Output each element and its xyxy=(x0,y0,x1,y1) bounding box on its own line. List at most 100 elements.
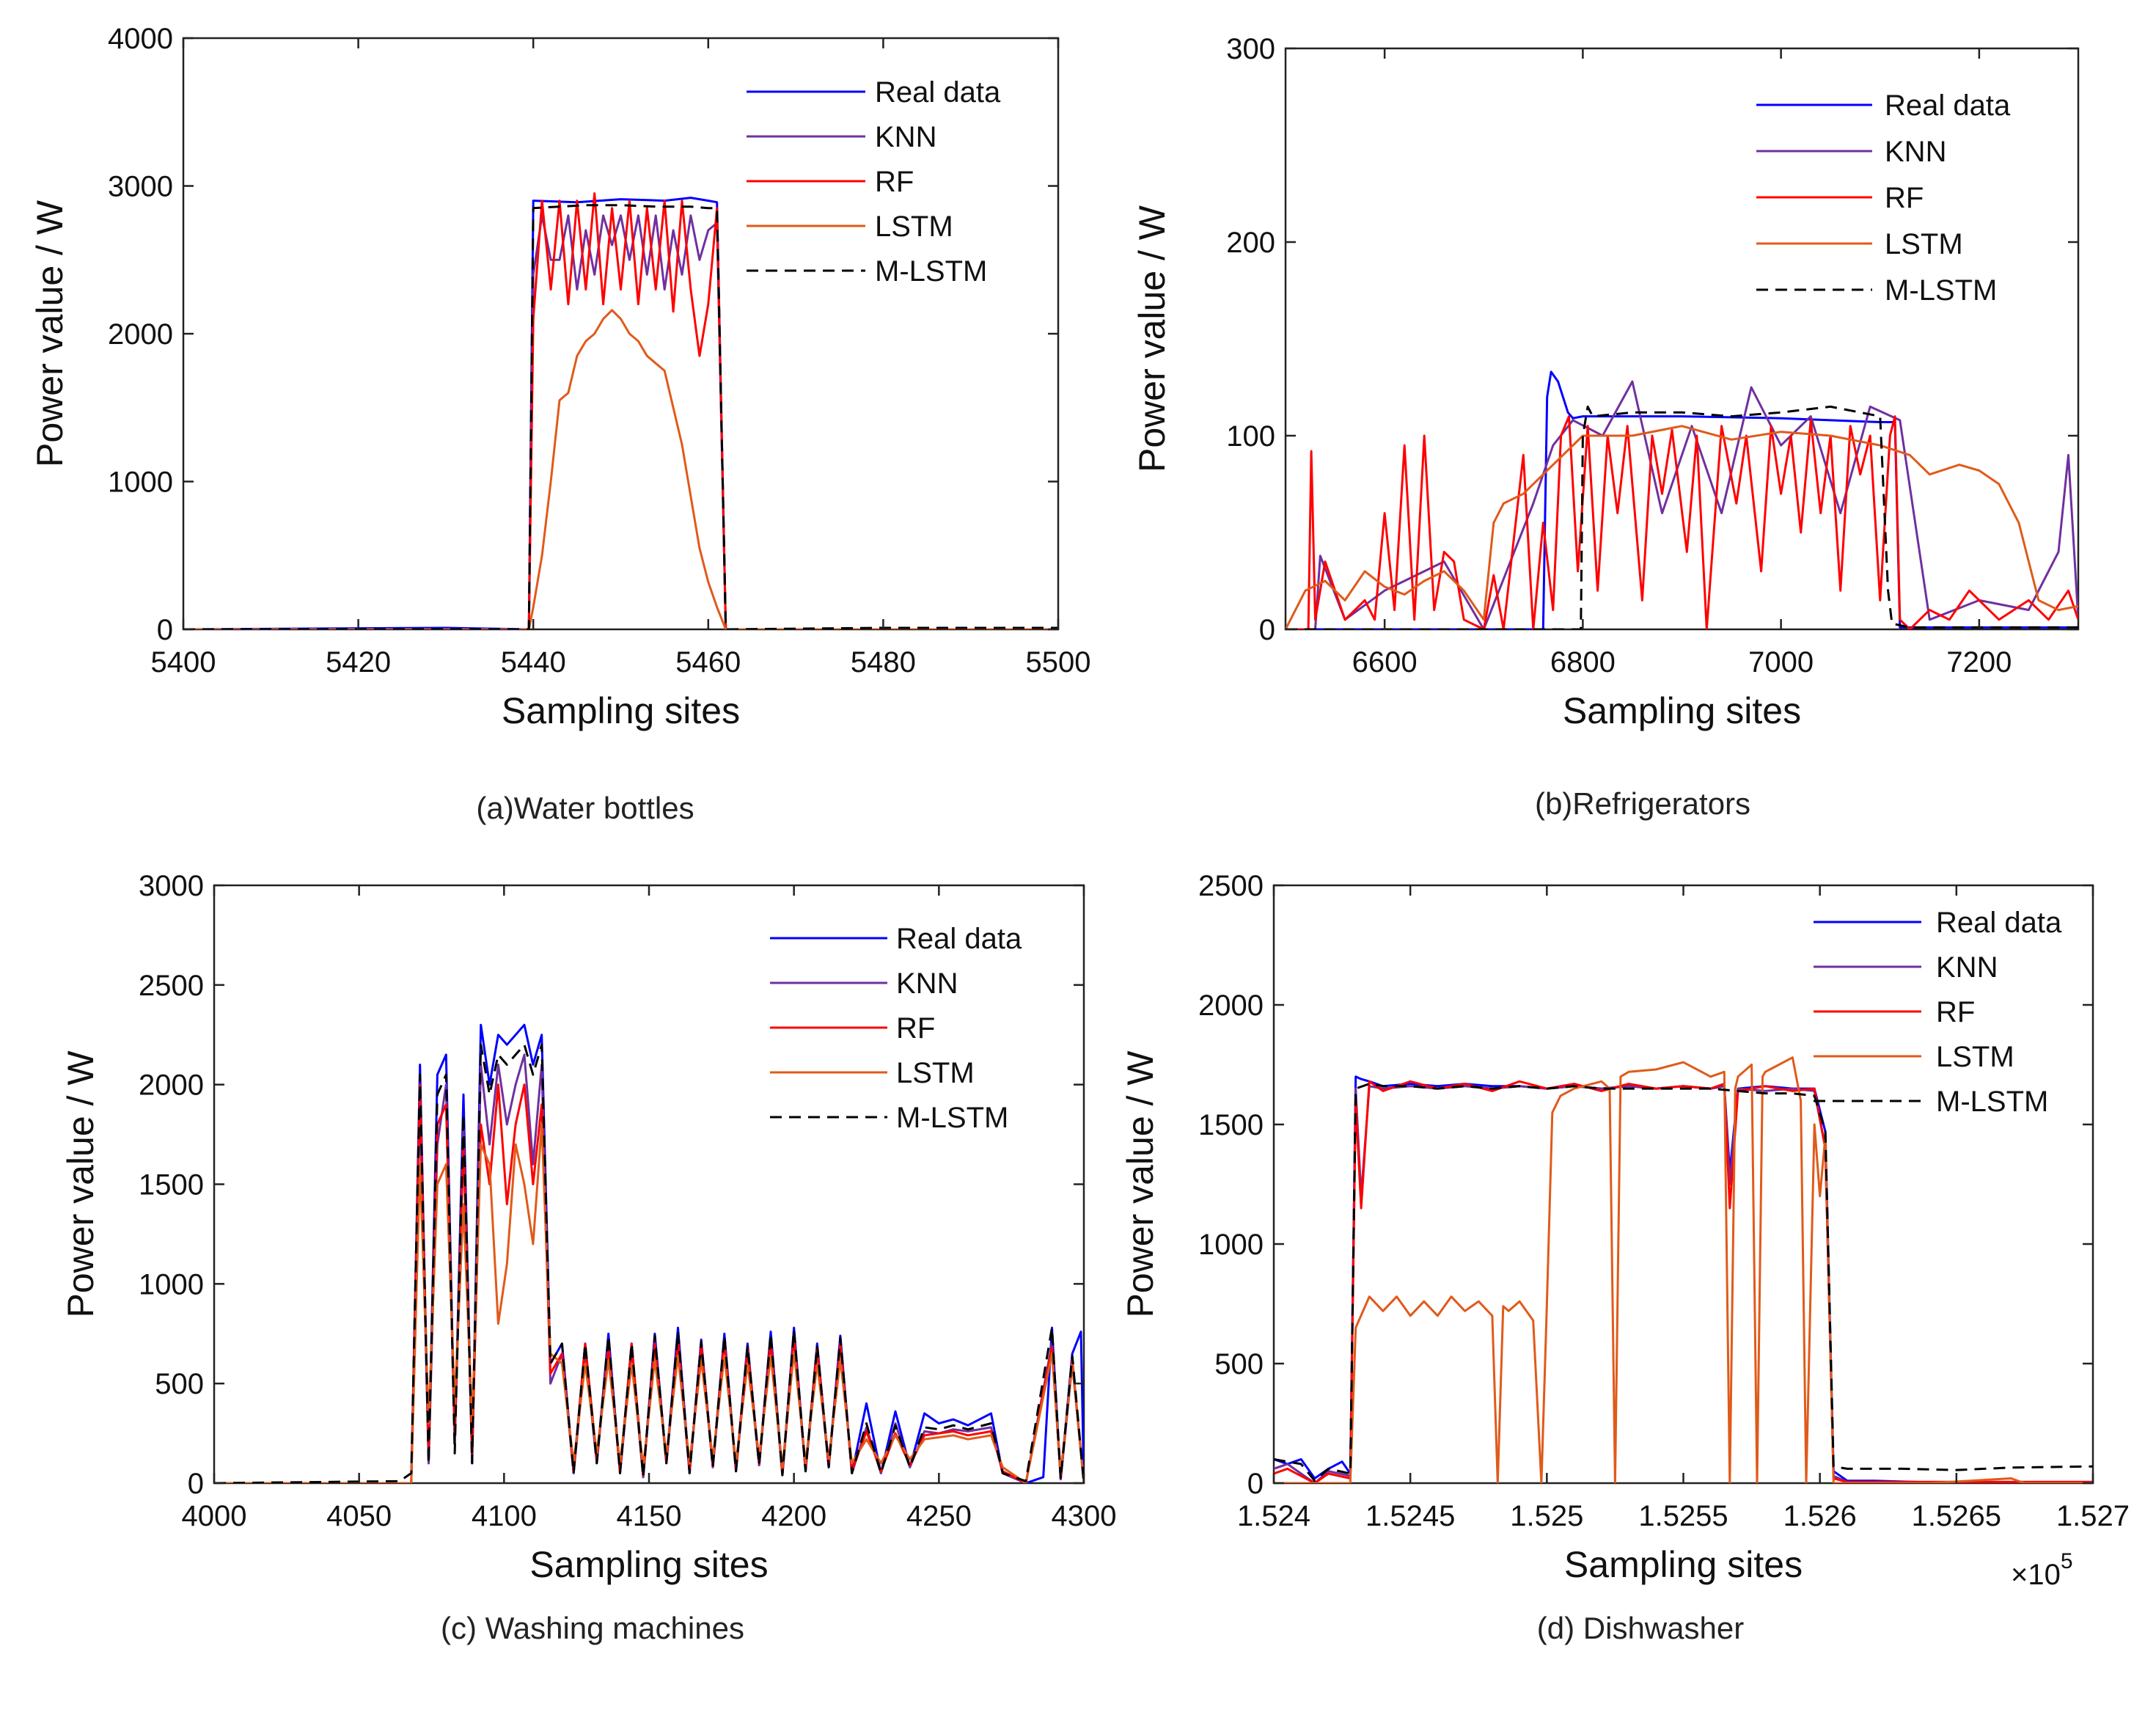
legend-label: Real data xyxy=(875,76,1001,109)
y-tick-label: 300 xyxy=(1226,33,1275,65)
y-tick-label: 0 xyxy=(1247,1468,1264,1500)
x-tick-label: 4250 xyxy=(906,1500,972,1532)
x-tick-label: 4000 xyxy=(182,1500,247,1532)
x-tick-label: 5440 xyxy=(501,646,566,678)
legend-label: RF xyxy=(896,1012,935,1045)
x-tick-label: 6600 xyxy=(1352,646,1418,678)
legend-label: Real data xyxy=(1936,907,2062,939)
y-tick-label: 2500 xyxy=(139,970,204,1002)
x-tick-label: 1.5255 xyxy=(1638,1500,1728,1532)
subplot-caption: (c) Washing machines xyxy=(441,1611,744,1645)
x-axis-label: Sampling sites xyxy=(1564,1544,1803,1585)
y-tick-label: 2000 xyxy=(139,1069,204,1102)
y-tick-label: 2000 xyxy=(1198,989,1264,1022)
subplot-caption: (d) Dishwasher xyxy=(1537,1611,1744,1645)
y-axis-label: Power value / W xyxy=(1120,1050,1161,1318)
x-tick-label: 4150 xyxy=(617,1500,682,1532)
x-tick-label: 1.526 xyxy=(1783,1500,1857,1532)
x-tick-label: 6800 xyxy=(1550,646,1616,678)
y-tick-label: 4000 xyxy=(108,23,173,55)
y-tick-label: 500 xyxy=(1214,1348,1264,1380)
y-tick-label: 1000 xyxy=(1198,1229,1264,1261)
series-group xyxy=(1274,1056,2093,1483)
y-tick-label: 2000 xyxy=(108,318,173,351)
y-axis-label: Power value / W xyxy=(1132,205,1173,472)
subplot-b: 6600 6800 7000 7200 0 100 200 300 Sampling sites… xyxy=(1132,33,2080,821)
series-line-knn xyxy=(1286,380,2078,629)
x-exponent-power: 5 xyxy=(2061,1549,2073,1573)
series-group xyxy=(183,192,1058,629)
series-group xyxy=(214,1023,1084,1483)
plot-frame xyxy=(1272,884,2094,1485)
x-tick-label: 1.5245 xyxy=(1365,1500,1455,1532)
y-tick-label: 100 xyxy=(1226,420,1275,453)
x-tick-label: 5500 xyxy=(1026,646,1091,678)
legend-label: LSTM xyxy=(1936,1041,2014,1073)
legend-label: Real data xyxy=(1885,89,2011,122)
series-line-lstm xyxy=(183,309,1058,629)
legend-label: KNN xyxy=(875,121,936,153)
x-tick-label: 5420 xyxy=(326,646,391,678)
y-tick-label: 0 xyxy=(157,614,173,646)
x-tick-label: 1.5265 xyxy=(1912,1500,2001,1532)
x-tick-label: 4300 xyxy=(1052,1500,1117,1532)
y-tick-label: 0 xyxy=(1259,614,1275,646)
legend-label: M-LSTM xyxy=(1936,1086,2048,1118)
x-tick-label: 7200 xyxy=(1946,646,2012,678)
x-axis-label: Sampling sites xyxy=(529,1544,768,1585)
x-tick-label: 1.527 xyxy=(2056,1500,2130,1532)
y-tick-label: 1500 xyxy=(139,1169,204,1201)
legend: Real data KNN RF LSTM M-LSTM xyxy=(1756,89,2011,307)
series-line-m-lstm xyxy=(1274,1083,2093,1482)
legend-label: KNN xyxy=(1936,951,1998,984)
legend-label: LSTM xyxy=(875,211,953,243)
y-axis-label: Power value / W xyxy=(60,1050,101,1318)
subplot-c: 4000 4050 4100 4150 4200 4250 4300 0 500 1000 1500… xyxy=(60,870,1116,1645)
x-tick-label: 1.524 xyxy=(1237,1500,1310,1532)
legend-label: RF xyxy=(1936,996,1975,1028)
legend: Real data KNN RF LSTM M-LSTM xyxy=(1814,907,2062,1118)
series-group xyxy=(1286,370,2078,629)
x-tick-label: 4050 xyxy=(326,1500,392,1532)
y-tick-label: 1000 xyxy=(108,467,173,499)
y-tick-label: 1000 xyxy=(139,1268,204,1301)
y-tick-label: 200 xyxy=(1226,227,1275,259)
series-line-lstm xyxy=(1274,1056,2093,1483)
x-exponent-label: ×105 xyxy=(2011,1549,2073,1591)
y-tick-label: 3000 xyxy=(139,870,204,902)
series-line-lstm xyxy=(1286,425,2078,629)
legend-label: LSTM xyxy=(896,1057,975,1089)
legend-label: M-LSTM xyxy=(875,255,987,288)
y-tick-label: 500 xyxy=(155,1368,204,1400)
plot-frame xyxy=(182,37,1060,631)
legend-label: Real data xyxy=(896,923,1022,955)
y-axis-label: Power value / W xyxy=(29,200,70,467)
x-tick-label: 5480 xyxy=(851,646,916,678)
legend-label: M-LSTM xyxy=(1885,274,1997,307)
legend: Real data KNN RF LSTM M-LSTM xyxy=(747,76,1001,288)
subplot-d: 1.524 1.5245 1.525 1.5255 1.526 1.5265 1.527 0 5… xyxy=(1120,870,2130,1645)
y-tick-label: 3000 xyxy=(108,171,173,203)
plot-frame xyxy=(1284,47,2080,631)
series-line-rf xyxy=(1274,1080,2093,1483)
x-tick-label: 1.525 xyxy=(1510,1500,1583,1532)
legend-label: KNN xyxy=(896,967,958,1000)
x-tick-label: 5400 xyxy=(151,646,216,678)
series-line-m-lstm xyxy=(183,204,1058,629)
x-tick-label: 4200 xyxy=(761,1500,826,1532)
y-tick-label: 0 xyxy=(188,1468,204,1500)
legend: Real data KNN RF LSTM M-LSTM xyxy=(770,923,1022,1134)
x-tick-label: 5460 xyxy=(675,646,741,678)
legend-label: RF xyxy=(1885,182,1924,214)
y-tick-label: 1500 xyxy=(1198,1109,1264,1141)
x-tick-label: 4100 xyxy=(472,1500,537,1532)
series-line-m-lstm xyxy=(1286,405,2078,629)
legend-label: KNN xyxy=(1885,136,1946,168)
series-line-lstm xyxy=(214,1123,1084,1483)
series-line-rf xyxy=(1286,415,2078,629)
x-axis-label: Sampling sites xyxy=(502,690,740,731)
legend-label: M-LSTM xyxy=(896,1102,1008,1134)
series-line-m-lstm xyxy=(214,1043,1084,1483)
series-line-rf xyxy=(183,192,1058,629)
